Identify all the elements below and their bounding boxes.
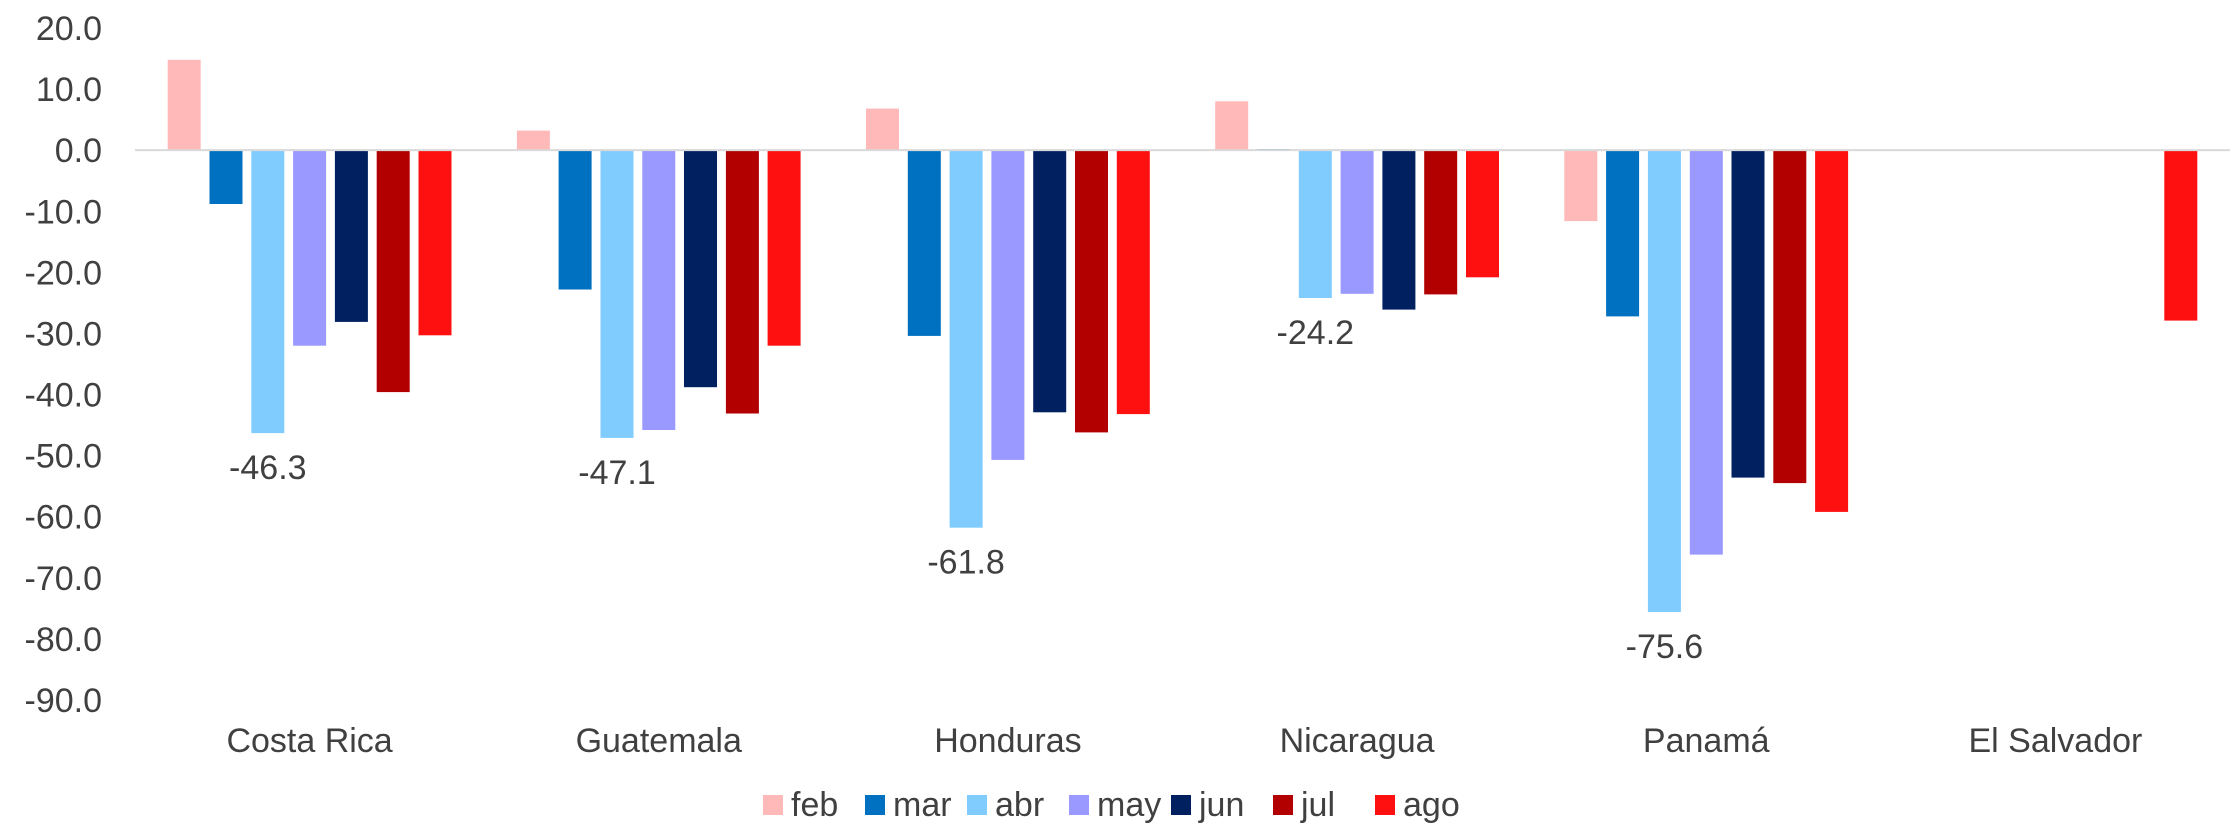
bar-abr (600, 150, 634, 438)
y-tick-label: -80.0 (25, 621, 103, 659)
legend-swatch-may (1069, 795, 1089, 815)
bar-jun (1033, 150, 1067, 413)
x-category-label: Honduras (934, 722, 1081, 760)
legend-label: ago (1403, 786, 1460, 824)
bar-jul (1075, 150, 1108, 433)
y-tick-label: 0.0 (55, 132, 102, 170)
bar-ago (2164, 150, 2198, 321)
bar-mar (558, 150, 592, 290)
bar-may (1340, 150, 1374, 294)
legend-label: mar (893, 786, 952, 824)
data-labels: -46.3 -47.1 -61.8 -24.2 -75.6 (229, 314, 1703, 666)
bar-jul (1424, 150, 1458, 295)
bar-series-group (167, 59, 2198, 612)
bar-ago (1815, 150, 1849, 512)
bar-may (293, 150, 327, 346)
bar-jul (376, 150, 410, 393)
bar-mar (1606, 150, 1640, 317)
legend-swatch-ago (1375, 795, 1395, 815)
bar-ago (418, 150, 452, 336)
x-category-label: Costa Rica (226, 722, 392, 760)
y-tick-label: -10.0 (25, 193, 103, 231)
legend-swatch-mar (865, 795, 885, 815)
y-tick-label: 20.0 (36, 10, 102, 48)
data-label: -24.2 (1277, 314, 1355, 352)
bar-feb (516, 130, 550, 151)
bar-feb (1564, 150, 1598, 222)
bar-ago (1116, 150, 1150, 415)
bar-abr (949, 150, 983, 528)
bar-jun (1731, 150, 1765, 478)
bar-jun (1382, 150, 1416, 310)
bar-jul (1773, 150, 1807, 484)
bar-feb (866, 108, 899, 151)
y-tick-label: -50.0 (25, 438, 103, 476)
bar-feb (167, 59, 201, 151)
bar-abr (251, 150, 285, 434)
bar-may (1689, 150, 1723, 555)
legend: feb mar abr may jun jul ago (763, 786, 1460, 824)
y-tick-label: -40.0 (25, 377, 103, 415)
data-label: -75.6 (1626, 628, 1704, 666)
y-tick-label: -30.0 (25, 315, 103, 353)
bar-ago (767, 150, 801, 346)
legend-swatch-jul (1273, 795, 1293, 815)
bar-jun (334, 150, 368, 322)
bar-jun (684, 150, 717, 388)
bar-ago (1466, 150, 1499, 278)
bar-feb (1215, 101, 1249, 151)
x-category-label: Nicaragua (1280, 722, 1435, 760)
legend-label: jun (1198, 786, 1244, 824)
y-tick-label: -70.0 (25, 560, 103, 598)
legend-label: jul (1300, 786, 1335, 824)
x-category-label: El Salvador (1968, 722, 2142, 760)
bar-may (991, 150, 1025, 460)
x-category-label: Guatemala (576, 722, 742, 760)
y-tick-label: -20.0 (25, 254, 103, 292)
y-tick-label: 10.0 (36, 71, 102, 109)
bar-abr (1647, 150, 1681, 612)
data-label: -61.8 (927, 544, 1005, 582)
data-label: -46.3 (229, 449, 307, 487)
bar-jul (725, 150, 759, 414)
x-category-label: Panamá (1643, 722, 1770, 760)
y-tick-label: -60.0 (25, 499, 103, 537)
legend-swatch-feb (763, 795, 783, 815)
legend-label: feb (791, 786, 838, 824)
legend-swatch-jun (1171, 795, 1191, 815)
y-tick-label: -90.0 (25, 682, 103, 720)
bar-mar (209, 150, 243, 204)
data-label: -47.1 (578, 454, 656, 492)
bar-may (642, 150, 676, 430)
legend-label: may (1097, 786, 1161, 824)
legend-swatch-abr (967, 795, 987, 815)
y-axis: 20.0 10.0 0.0 -10.0 -20.0 -30.0 -40.0 -50.0 -60.… (25, 10, 103, 720)
bar-mar (907, 150, 941, 336)
legend-label: abr (995, 786, 1044, 824)
bar-abr (1298, 150, 1332, 298)
x-axis-categories: Costa Rica Guatemala Honduras Nicaragua Pana… (226, 722, 2142, 760)
